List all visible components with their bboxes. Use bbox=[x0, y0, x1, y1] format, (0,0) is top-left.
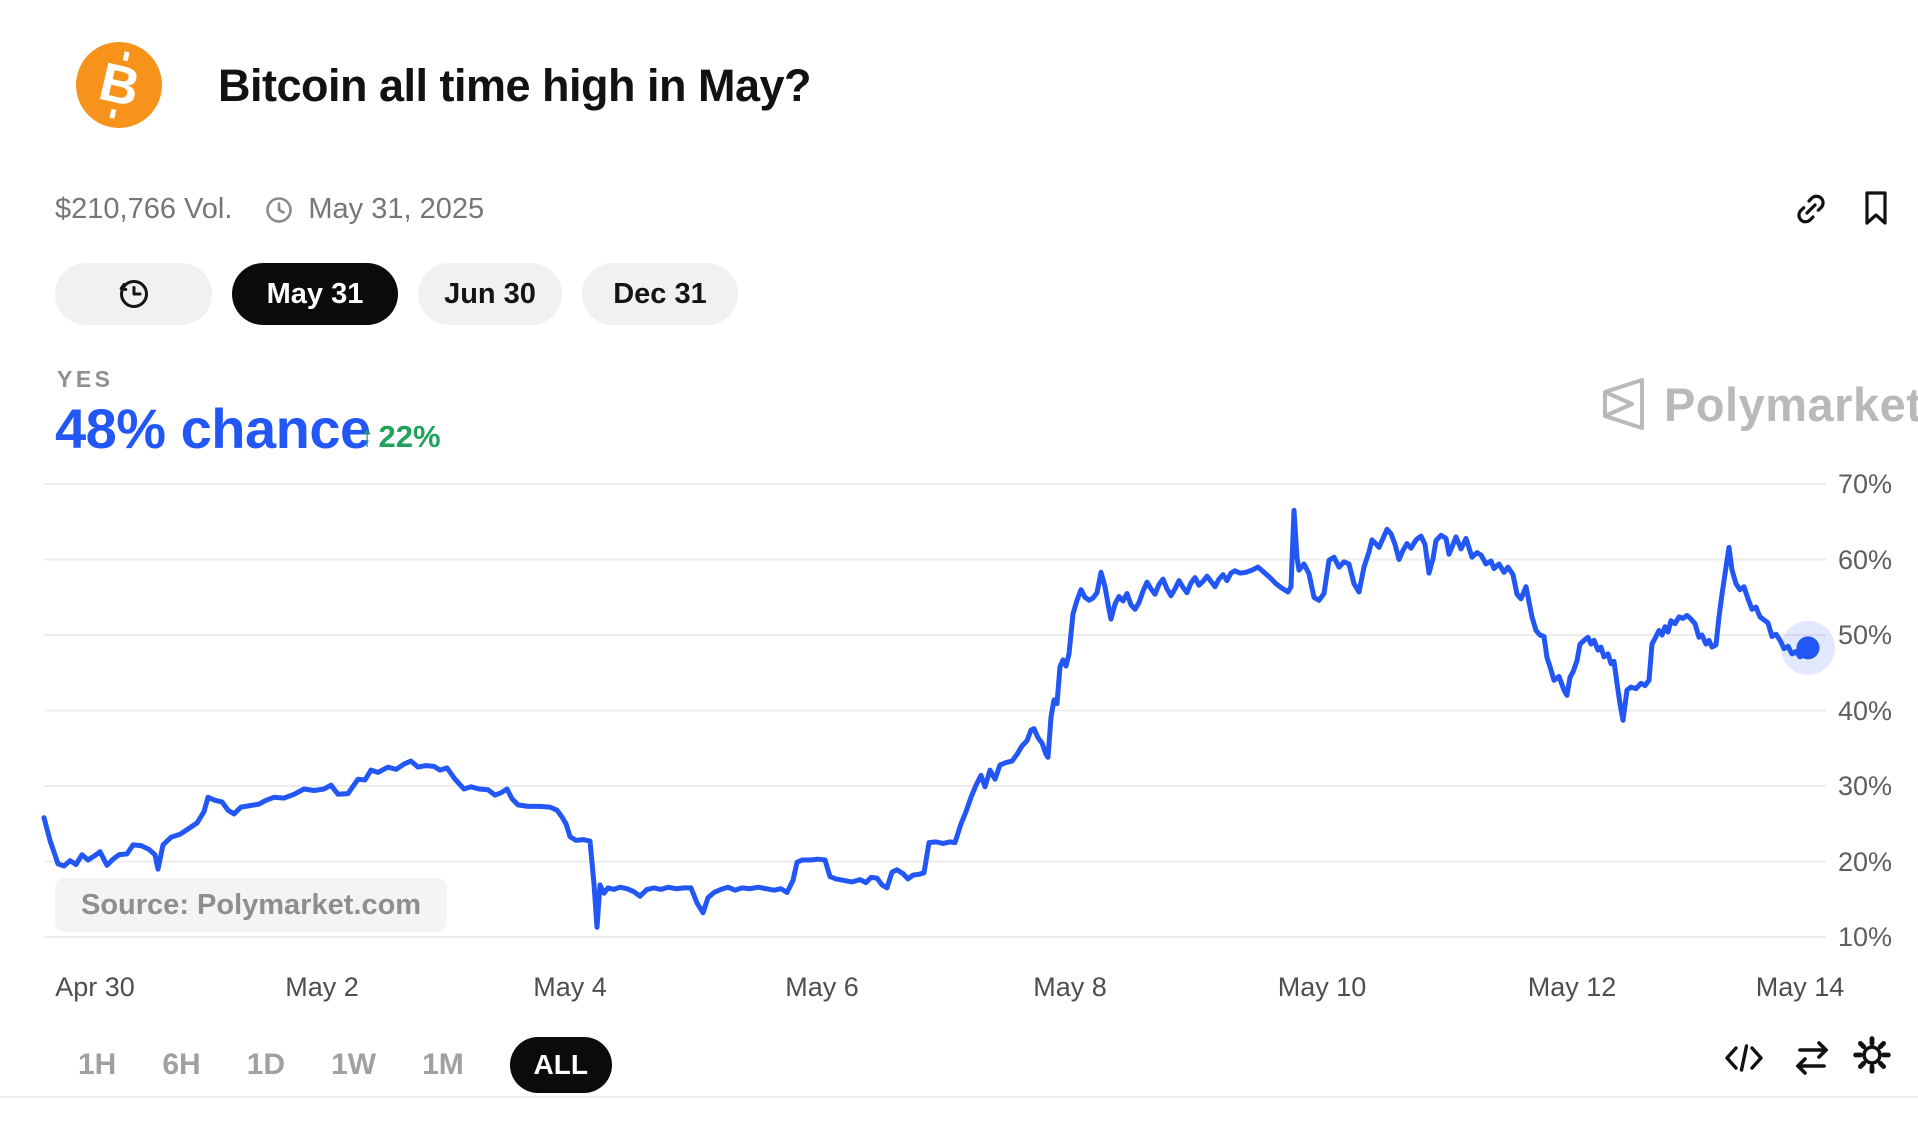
polymarket-logo-icon bbox=[1598, 376, 1648, 432]
tab-may-31[interactable]: May 31 bbox=[232, 263, 398, 325]
endpoint-dot bbox=[1796, 636, 1820, 660]
bottom-divider bbox=[0, 1096, 1918, 1098]
history-icon bbox=[115, 275, 153, 313]
bitcoin-icon: B bbox=[76, 42, 162, 128]
x-axis: Apr 30 May 2 May 4 May 6 May 8 May 10 May 12 Ma… bbox=[0, 972, 1918, 1008]
x-axis-label: May 12 bbox=[1527, 972, 1617, 1002]
outcome-label: YES bbox=[57, 366, 114, 392]
up-arrow-icon: ↑ bbox=[360, 420, 375, 453]
source-badge: Source: Polymarket.com bbox=[55, 878, 448, 932]
embed-code-icon[interactable] bbox=[1723, 1038, 1765, 1078]
timeframe-1d[interactable]: 1D bbox=[246, 1048, 286, 1081]
timeframe-1m[interactable]: 1M bbox=[422, 1048, 464, 1081]
timeframe-all[interactable]: ALL bbox=[509, 1037, 612, 1093]
chart-canvas bbox=[41, 483, 1835, 938]
settings-gear-icon[interactable] bbox=[1852, 1035, 1892, 1075]
x-axis-label: May 6 bbox=[785, 972, 859, 1002]
timeframe-selector: 1H 6H 1D 1W 1M ALL bbox=[78, 1036, 612, 1094]
tab-jun-30[interactable]: Jun 30 bbox=[418, 263, 562, 325]
polymarket-logo: Polymarket bbox=[1598, 376, 1918, 432]
history-button[interactable] bbox=[55, 263, 212, 325]
clock-icon bbox=[264, 195, 294, 225]
x-axis-label: May 14 bbox=[1755, 972, 1845, 1002]
y-axis-label: 30% bbox=[1838, 771, 1893, 801]
y-axis-label: 20% bbox=[1838, 846, 1893, 877]
bookmark-icon[interactable] bbox=[1858, 189, 1894, 229]
timeframe-1w[interactable]: 1W bbox=[331, 1048, 377, 1081]
timeframe-6h[interactable]: 6H bbox=[162, 1048, 201, 1081]
y-axis-label: 70% bbox=[1838, 469, 1893, 499]
timeframe-1h[interactable]: 1H bbox=[78, 1048, 117, 1081]
x-axis-label: Apr 30 bbox=[55, 972, 135, 1002]
x-axis-label: May 4 bbox=[533, 972, 607, 1002]
y-axis-label: 40% bbox=[1838, 695, 1893, 726]
y-axis-label: 50% bbox=[1838, 620, 1893, 650]
y-axis-label: 10% bbox=[1838, 922, 1893, 952]
resolution-date: May 31, 2025 bbox=[308, 193, 485, 225]
link-icon[interactable] bbox=[1793, 189, 1829, 229]
x-axis-label: May 10 bbox=[1277, 972, 1367, 1002]
x-axis-label: May 2 bbox=[285, 972, 359, 1002]
x-axis-label: May 8 bbox=[1033, 972, 1107, 1002]
tab-dec-31[interactable]: Dec 31 bbox=[582, 263, 738, 325]
y-axis-label: 60% bbox=[1838, 544, 1893, 575]
probability-chart[interactable]: 70% 60% 50% 40% 30% 20% 10% bbox=[0, 469, 1918, 975]
swap-arrows-icon[interactable] bbox=[1790, 1038, 1834, 1078]
chance-value: 48% chance bbox=[55, 397, 371, 460]
market-meta: $210,766 Vol. May 31, 2025 bbox=[55, 193, 484, 226]
resolution-tabs: May 31 Jun 30 Dec 31 bbox=[55, 263, 738, 325]
polymarket-logo-text: Polymarket bbox=[1664, 377, 1918, 431]
chance-change-value: 22% bbox=[378, 419, 441, 454]
chance-change: ↑ 22% bbox=[360, 419, 441, 455]
page-title: Bitcoin all time high in May? bbox=[218, 60, 812, 111]
volume-label: $210,766 Vol. bbox=[55, 193, 233, 225]
chart-line bbox=[41, 507, 1811, 930]
